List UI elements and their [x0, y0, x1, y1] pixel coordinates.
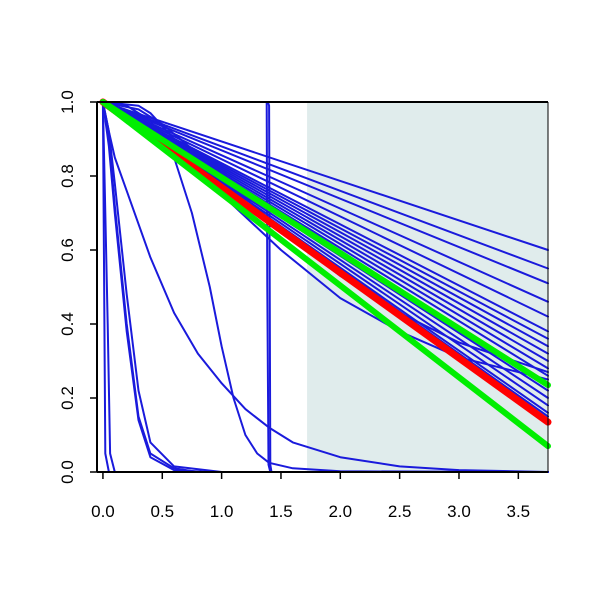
y-tick-label-5: 0.8: [58, 164, 77, 188]
x-tick-label-3: 1.0: [210, 502, 234, 521]
series-line-10: [101, 101, 549, 251]
series-line-6: [101, 101, 549, 473]
series-line-12: [101, 101, 549, 285]
y-tick-label-1: 0.0: [58, 460, 77, 484]
x-tick-label-2: 0.5: [150, 502, 174, 521]
series-line-7: [101, 101, 549, 473]
series-line-11: [101, 101, 549, 270]
series-line-30: [99, 98, 552, 426]
y-tick-label-3: 0.4: [58, 312, 77, 336]
y-tick-label-2: 0.2: [58, 386, 77, 410]
x-tick-label-5: 2.0: [328, 502, 352, 521]
x-tick-label-6: 2.5: [388, 502, 412, 521]
series-line-32: [99, 99, 551, 450]
series-line-28: [101, 101, 549, 381]
y-tick-label-6: 1.0: [58, 90, 77, 114]
x-tick-label-8: 3.5: [507, 502, 531, 521]
series-line-31: [99, 99, 551, 389]
shaded-region: [307, 102, 548, 472]
x-tick-label-7: 3.0: [447, 502, 471, 521]
x-tick-label-4: 1.5: [269, 502, 293, 521]
series-line-15: [101, 101, 549, 333]
y-tick-label-4: 0.6: [58, 238, 77, 262]
plot-background: [307, 102, 548, 472]
series-line-5: [101, 101, 549, 473]
x-tick-label-1: 0.0: [91, 502, 115, 521]
axes: 0.0 0.5 1.0 1.5 2.0 2.5 3.0 3.5 0.0 0.2 0.4 0.6 0.8 1…: [58, 90, 549, 521]
series-line-19: [101, 101, 549, 362]
